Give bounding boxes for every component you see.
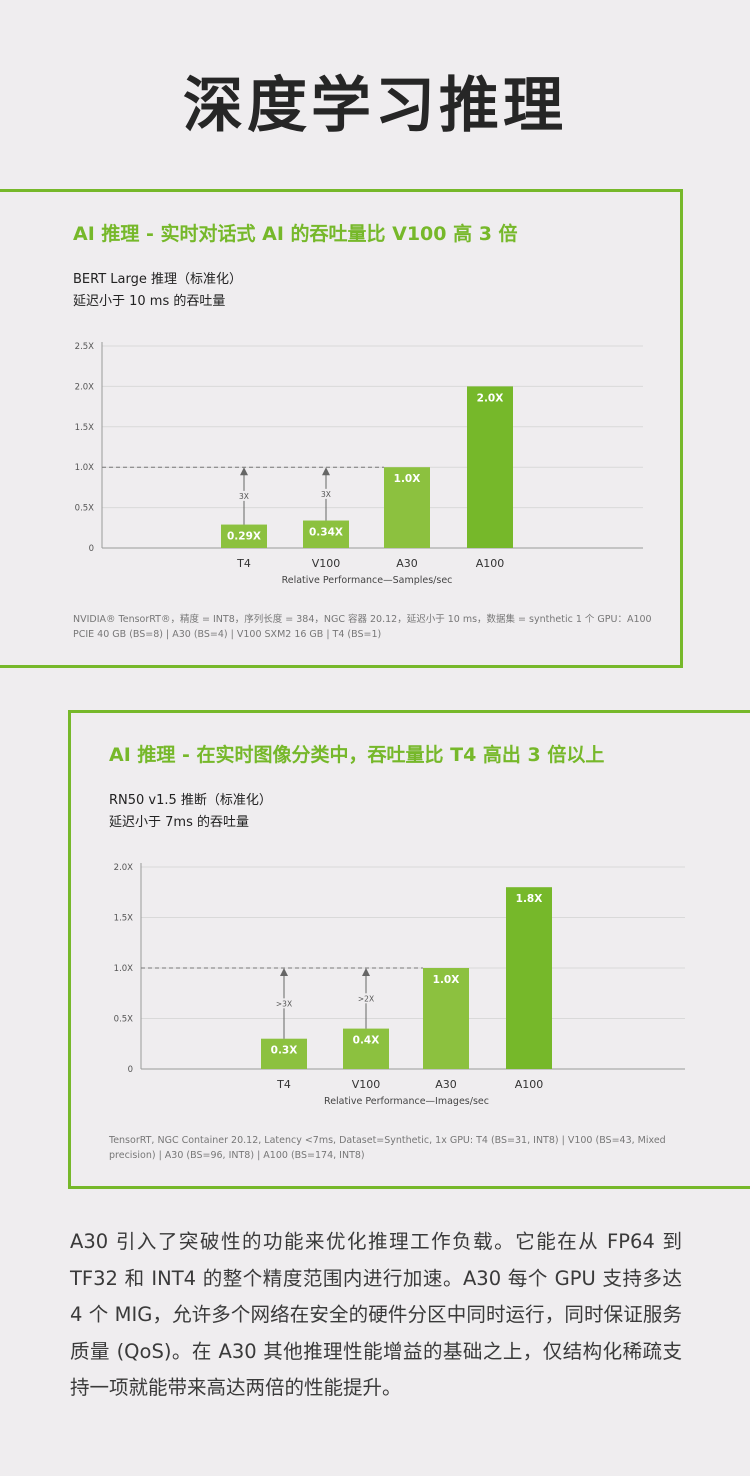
chart-title: AI 推理 - 在实时图像分类中，吞吐量比 T4 高出 3 倍以上 [109, 744, 605, 766]
chart-card-bert: AI 推理 - 实时对话式 AI 的吞吐量比 V100 高 3 倍 BERT L… [0, 189, 683, 668]
bar [467, 386, 513, 548]
y-tick-label: 0 [89, 544, 94, 554]
y-tick-label: 2.0X [114, 863, 134, 873]
x-tick-label: A30 [396, 557, 418, 570]
y-tick-label: 0.5X [114, 1015, 134, 1025]
chart-subtitle-line-1: RN50 v1.5 推断（标准化） [109, 793, 272, 808]
x-axis-label: Relative Performance—Images/sec [324, 1096, 489, 1107]
y-tick-label: 2.0X [75, 382, 95, 392]
bar [261, 1038, 307, 1069]
chart-footnote: NVIDIA® TensorRT®，精度 = INT8，序列长度 = 384，N… [73, 614, 652, 640]
chart-card-rn50: AI 推理 - 在实时图像分类中，吞吐量比 T4 高出 3 倍以上 RN50 v… [68, 710, 750, 1189]
y-tick-label: 0 [128, 1065, 133, 1075]
data-label: 2.0X [477, 392, 504, 404]
data-label: 1.8X [516, 893, 543, 905]
x-tick-label: A30 [435, 1078, 457, 1091]
annotation-label: >3X [276, 999, 292, 1008]
bar [423, 968, 469, 1069]
bar [221, 524, 267, 548]
annotation-arrow-head [240, 467, 248, 476]
y-tick-label: 1.5X [114, 914, 134, 924]
annotation-arrow-head [362, 968, 370, 976]
bar [506, 887, 552, 1069]
x-tick-label: T4 [236, 557, 251, 570]
x-tick-label: A100 [476, 557, 505, 570]
x-tick-label: A100 [515, 1078, 544, 1091]
annotation-label: 3X [239, 492, 249, 501]
annotation-label: 3X [321, 490, 331, 499]
data-label: 0.34X [309, 527, 343, 539]
annotation-label-bg [356, 993, 376, 1004]
chart-subtitle-line-1: BERT Large 推理（标准化） [73, 272, 243, 287]
data-label: 1.0X [394, 473, 421, 485]
data-label: 0.4X [353, 1035, 380, 1047]
bar-chart: 0 0.5X 1.0X 1.5X 2.0X 2.5X 0.29X T4 0.34X V100 1.0… [75, 342, 643, 586]
annotation-arrow-head [280, 968, 288, 976]
y-tick-label: 1.0X [114, 964, 134, 974]
y-tick-label: 1.5X [75, 423, 95, 433]
annotation-label-bg [316, 488, 336, 499]
annotation-arrow-head [322, 467, 330, 476]
bar [384, 467, 430, 548]
annotation-label-bg [234, 490, 254, 501]
x-tick-label: V100 [352, 1078, 381, 1091]
bar [343, 1028, 389, 1069]
annotation-label: >2X [358, 994, 374, 1003]
data-label: 0.29X [227, 531, 261, 543]
bar [303, 520, 349, 548]
x-tick-label: V100 [312, 557, 341, 570]
chart-subtitle-line-2: 延迟小于 7ms 的吞吐量 [109, 815, 249, 830]
description-paragraph: A30 引入了突破性的功能来优化推理工作负载。它能在从 FP64 到 TF32 … [70, 1230, 682, 1399]
y-tick-label: 0.5X [75, 504, 95, 514]
chart-title: AI 推理 - 实时对话式 AI 的吞吐量比 V100 高 3 倍 [73, 223, 518, 245]
data-label: 1.0X [433, 974, 460, 986]
y-tick-label: 1.0X [75, 463, 95, 473]
annotation-label-bg [274, 998, 294, 1009]
x-axis-label: Relative Performance—Samples/sec [282, 575, 453, 586]
y-tick-label: 2.5X [75, 342, 95, 352]
page-title: 深度学习推理 [183, 71, 567, 141]
x-tick-label: T4 [276, 1078, 291, 1091]
data-label: 0.3X [271, 1045, 298, 1057]
chart-footnote: TensorRT, NGC Container 20.12, Latency <… [109, 1135, 666, 1161]
chart-subtitle-line-2: 延迟小于 10 ms 的吞吐量 [73, 294, 226, 309]
bar-chart: 0 0.5X 1.0X 1.5X 2.0X 0.3X T4 0.4X V100 1.0X A30 1.… [114, 863, 685, 1107]
